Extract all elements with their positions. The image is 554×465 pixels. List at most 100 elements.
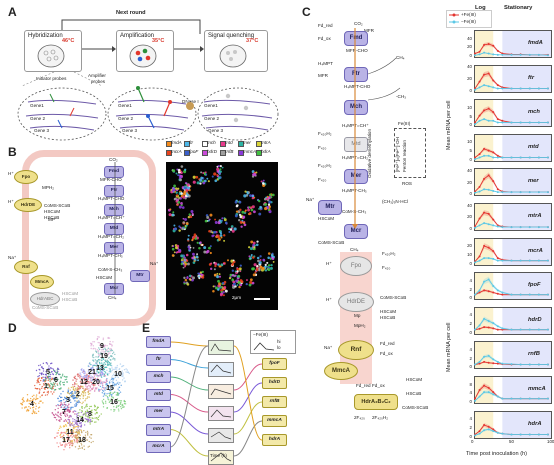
log-phase-band	[475, 273, 494, 300]
umap-cell-point	[111, 381, 113, 383]
series-point	[546, 191, 549, 194]
umap-cell-point	[53, 414, 55, 417]
series-point	[546, 259, 549, 262]
y-tick-label: 0	[469, 87, 472, 93]
umap-cell-point	[86, 396, 89, 398]
series-point	[478, 291, 481, 294]
umap-cell-point	[109, 340, 111, 343]
micrograph-spot	[180, 262, 184, 266]
micrograph-spot	[206, 216, 210, 219]
network-edge	[169, 394, 209, 413]
series-line-minus-fe	[474, 391, 548, 402]
network-edge	[169, 359, 209, 369]
hscob-label: HSCoB	[380, 315, 396, 320]
micrograph-spot	[266, 265, 269, 268]
umap-cell-point	[67, 418, 69, 421]
umap-cell-point	[35, 403, 37, 405]
umap-cell-point	[99, 382, 102, 384]
umap-cell-point	[41, 385, 43, 388]
umap-cell-point	[87, 379, 89, 381]
umap-cell-point	[86, 397, 88, 399]
micrograph-spot	[269, 266, 273, 270]
umap-cell-point	[77, 432, 79, 434]
umap-cell-point	[38, 402, 40, 404]
umap-cell-point	[126, 369, 129, 371]
umap-cell-point	[82, 414, 84, 416]
umap-cell-point	[42, 370, 45, 372]
micrograph-spot	[184, 197, 187, 200]
umap-cell-point	[115, 406, 118, 408]
fpo-complex: Fpo	[340, 256, 372, 276]
micrograph-spot	[183, 186, 187, 190]
umap-cell-point	[88, 376, 91, 379]
series-point	[474, 88, 476, 91]
cluster-label: 21	[88, 369, 96, 376]
mfr-cho-label: MFR-CHO	[346, 48, 368, 53]
umap-cell-point	[71, 436, 74, 438]
micrograph-spot	[203, 179, 207, 183]
umap-cell-point	[114, 376, 117, 379]
umap-cell-point	[72, 430, 75, 432]
series-point	[487, 391, 490, 394]
mer-enzyme: Mer	[344, 169, 368, 184]
umap-cell-point	[117, 383, 120, 385]
umap-cell-point	[65, 425, 68, 427]
micrograph-spot	[224, 221, 228, 225]
umap-cell-point	[108, 399, 110, 401]
micrograph-spot	[267, 256, 270, 260]
umap-cell-point	[77, 433, 79, 435]
umap-cell-point	[99, 379, 102, 381]
series-point	[474, 192, 476, 195]
umap-cell-point	[95, 364, 97, 367]
micrograph-spot	[176, 250, 179, 254]
umap-cell-point	[76, 374, 79, 376]
umap-cell-point	[38, 364, 40, 367]
umap-cell-point	[54, 382, 57, 384]
cluster-label: 1	[44, 383, 48, 390]
umap-cell-point	[92, 364, 94, 367]
umap-cell-point	[115, 383, 117, 385]
umap-cell-point	[77, 424, 80, 427]
umap-cell-point	[101, 345, 103, 347]
umap-cell-point	[91, 354, 94, 356]
y-tick-label: 40	[467, 168, 472, 174]
umap-cell-point	[112, 358, 114, 360]
micrograph-spot	[187, 245, 190, 248]
gene-label: Gene1	[30, 103, 44, 108]
comsscob-label: CoMS-SCoB	[402, 405, 429, 410]
umap-cell-point	[58, 395, 61, 397]
umap-cell-point	[110, 349, 113, 351]
umap-cell-point	[100, 352, 102, 355]
h-plus-label: H⁺	[8, 171, 14, 176]
network-edge	[169, 341, 209, 347]
h4mpt-ch2-label: H₄MPT=CH₂	[98, 234, 124, 239]
umap-cell-point	[102, 406, 105, 408]
micrograph-spot	[267, 208, 270, 212]
cluster-label: 7	[62, 409, 66, 416]
umap-cell-point	[118, 389, 120, 392]
umap-cell-point	[68, 406, 70, 409]
umap-cell-point	[45, 370, 47, 373]
umap-cell-point	[72, 411, 74, 413]
co2-label: CO₂	[354, 21, 363, 26]
umap-cell-point	[47, 390, 50, 393]
micrograph-spot	[208, 218, 211, 221]
umap-cell-point	[83, 376, 86, 379]
mp-label: MP	[48, 217, 55, 222]
umap-cell-point	[60, 414, 62, 417]
pathway-arrows-c	[352, 28, 401, 229]
micrograph-spot	[199, 241, 202, 244]
umap-cell-point	[73, 439, 76, 442]
network-edge	[233, 345, 263, 441]
umap-cell-point	[37, 388, 39, 390]
micrograph-spot	[192, 247, 195, 249]
umap-cell-point	[76, 389, 78, 391]
umap-cell-point	[84, 379, 86, 382]
umap-cell-point	[81, 447, 83, 450]
micrograph-spot	[175, 172, 178, 175]
umap-cell-point	[106, 359, 109, 361]
fenton-label: Fenton reaction	[402, 140, 407, 172]
umap-cell-point	[43, 391, 45, 393]
umap-cell-point	[81, 415, 84, 418]
series-point	[537, 226, 540, 229]
